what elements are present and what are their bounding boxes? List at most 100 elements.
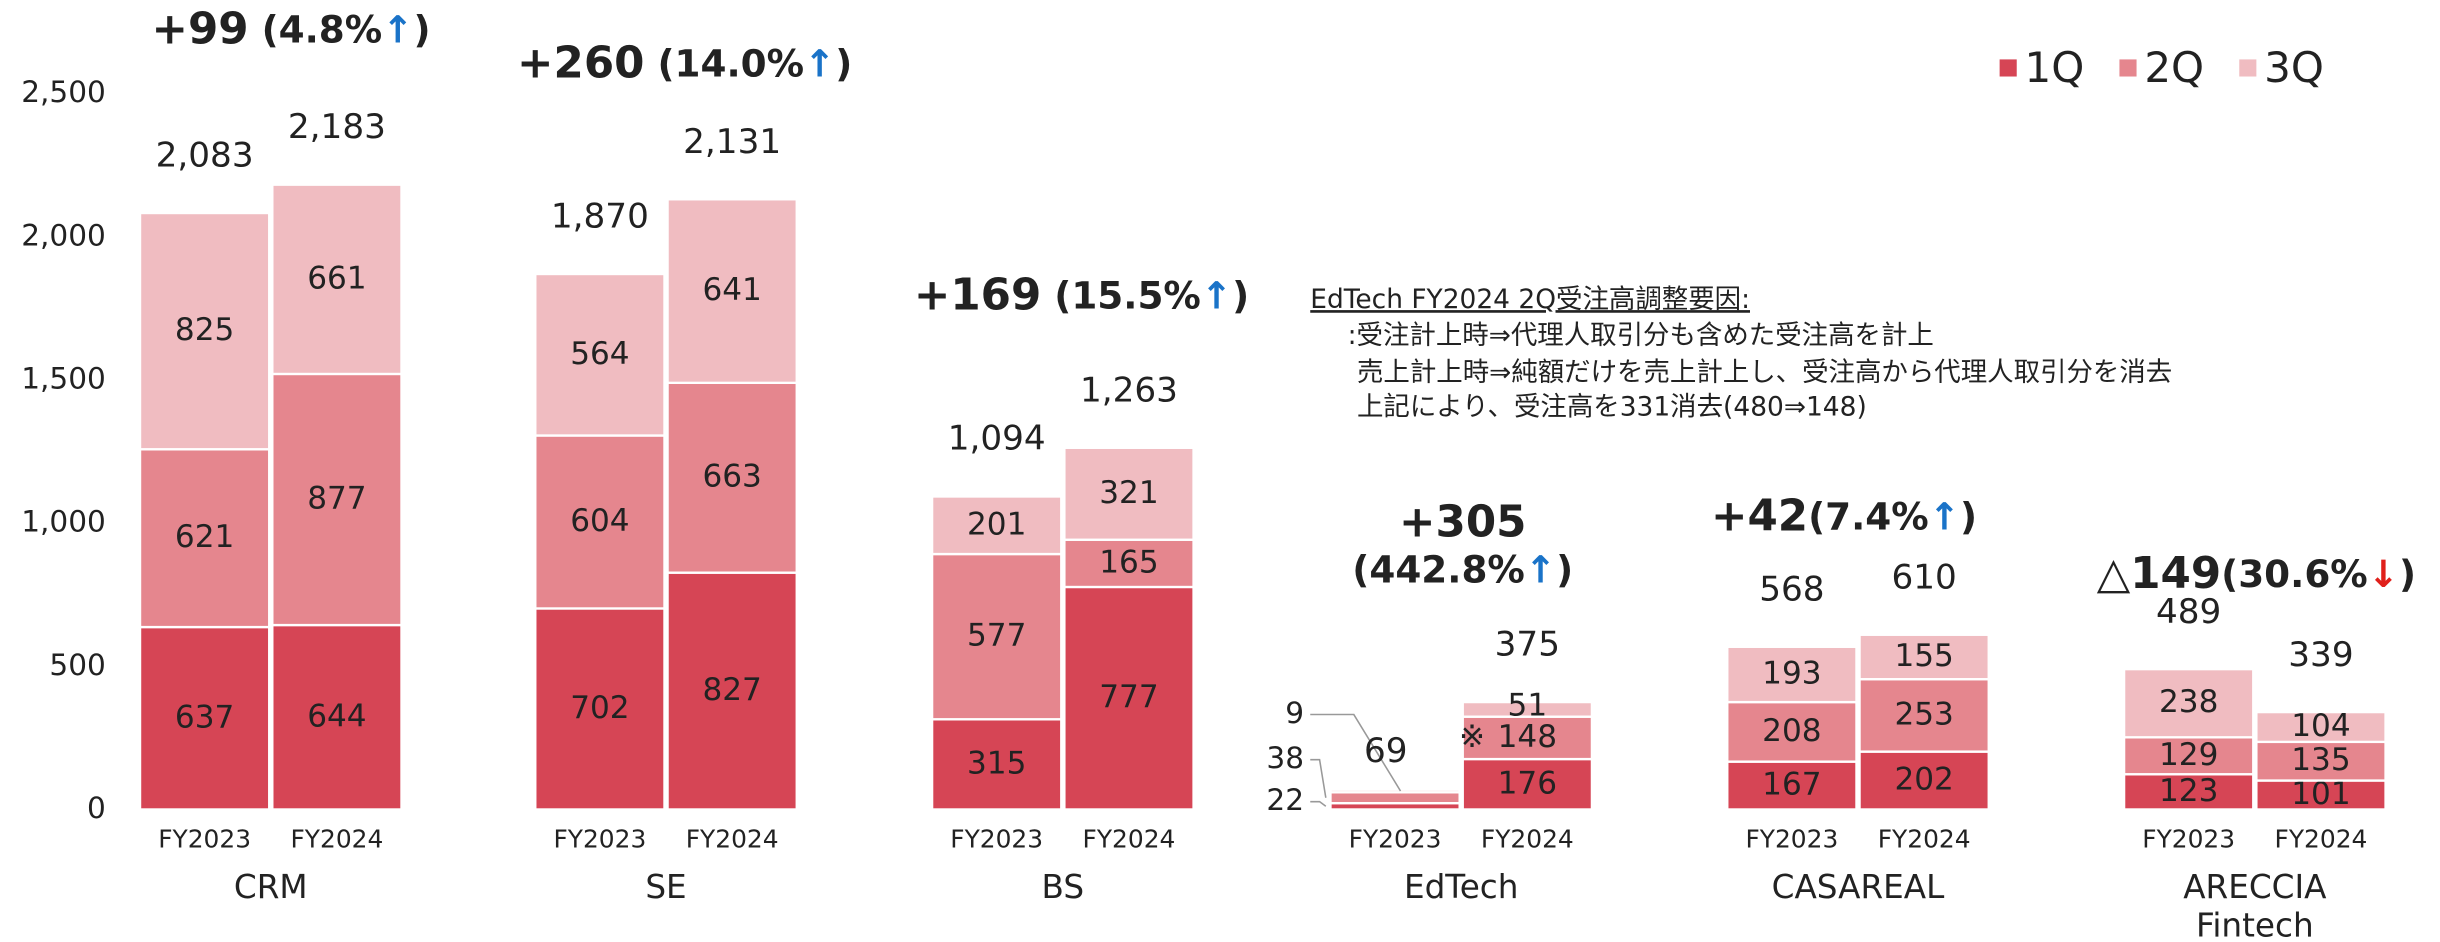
change-annotation: △149(30.6%↓) xyxy=(2097,549,2416,599)
bar-segment xyxy=(1726,700,1858,763)
bar-segment xyxy=(1858,633,1990,681)
y-tick-label: 2,500 xyxy=(21,75,106,109)
change-rate: (14.0% xyxy=(644,41,804,85)
segment-label: 777 xyxy=(1099,679,1158,715)
segment-label: 148 xyxy=(1498,719,1557,755)
y-tick-label: 2,000 xyxy=(21,218,106,252)
segment-label: 702 xyxy=(570,690,629,726)
x-tick-label: FY2024 xyxy=(290,825,383,854)
leader-line xyxy=(1310,800,1327,807)
total-label: 2,083 xyxy=(156,136,254,176)
total-label: 1,263 xyxy=(1080,370,1178,410)
segment-label: 321 xyxy=(1099,475,1158,511)
change-value: +305 xyxy=(1399,498,1526,548)
bar-segment xyxy=(1461,700,1594,718)
bar-segment xyxy=(1329,791,1461,805)
change-close: ) xyxy=(413,7,430,51)
group-label: CRM xyxy=(234,868,308,906)
segment-label: 51 xyxy=(1508,687,1548,723)
bar-segment xyxy=(271,183,403,376)
bar-segment xyxy=(1063,446,1195,541)
total-label: 1,870 xyxy=(551,197,649,237)
bar-segment xyxy=(534,272,666,437)
legend-swatch xyxy=(2119,59,2137,77)
bar-segment xyxy=(666,198,798,384)
segment-label: 877 xyxy=(307,481,366,517)
change-annotation: +305 xyxy=(1399,498,1526,548)
change-value: +42 xyxy=(1711,491,1808,541)
x-tick-label: FY2023 xyxy=(2142,825,2235,854)
group-label: CASAREAL xyxy=(1772,868,1945,906)
change-rate: (7.4% xyxy=(1808,494,1929,538)
segment-label: 637 xyxy=(175,699,234,735)
change-close: ) xyxy=(1232,273,1249,317)
change-arrow: ↑ xyxy=(1929,494,1960,538)
y-tick-label: 500 xyxy=(49,648,105,682)
change-annotation: +42(7.4%↑) xyxy=(1711,491,1977,541)
change-arrow: ↑ xyxy=(804,41,835,85)
segment-label: 577 xyxy=(967,618,1026,654)
total-label: 489 xyxy=(2156,592,2221,632)
change-annotation: +260 (14.0%↑) xyxy=(517,39,852,89)
segment-label: 193 xyxy=(1762,655,1821,691)
segment-label: 201 xyxy=(967,506,1026,542)
group-label: ARECCIA xyxy=(2183,868,2327,906)
segment-label: 9 xyxy=(1285,696,1304,730)
change-value: +169 xyxy=(914,270,1041,320)
change-close: ) xyxy=(1556,547,1573,591)
note-mark: ※ xyxy=(1459,719,1485,755)
legend-label: 3Q xyxy=(2264,43,2324,92)
bar-segment xyxy=(138,211,271,451)
segment-label: 827 xyxy=(702,672,761,708)
segment-label: 604 xyxy=(570,503,629,539)
y-tick-label: 1,000 xyxy=(21,505,106,539)
x-tick-label: FY2024 xyxy=(1481,825,1574,854)
x-tick-label: FY2023 xyxy=(158,825,251,854)
group-label: SE xyxy=(645,868,686,906)
total-label: 610 xyxy=(1891,557,1956,597)
segment-label: 663 xyxy=(702,459,761,495)
total-label: 2,131 xyxy=(683,122,781,162)
segment-label: 22 xyxy=(1266,783,1304,817)
bar-segment xyxy=(1329,788,1461,794)
change-rate: (442.8% xyxy=(1352,547,1525,591)
bar-segment xyxy=(138,625,271,811)
total-label: 69 xyxy=(1364,731,1408,771)
legend-label: 2Q xyxy=(2144,43,2204,92)
segment-label: 176 xyxy=(1498,765,1557,801)
change-annotation: +99 (4.8%↑) xyxy=(151,4,430,54)
segment-label: 101 xyxy=(2291,776,2350,812)
bar-segment xyxy=(1858,750,1990,811)
x-tick-label: FY2024 xyxy=(1083,825,1176,854)
bar-segment xyxy=(930,495,1063,556)
change-rate: (30.6% xyxy=(2221,552,2368,596)
segment-label: 104 xyxy=(2291,708,2350,744)
leader-line xyxy=(1310,713,1402,792)
change-annotation: (442.8%↑) xyxy=(1352,547,1573,591)
change-value: △149 xyxy=(2097,549,2221,599)
segment-label: 825 xyxy=(175,312,234,348)
segment-label: 135 xyxy=(2291,742,2350,778)
change-arrow: ↑ xyxy=(382,7,413,51)
segment-label: 641 xyxy=(702,272,761,308)
segment-label: 123 xyxy=(2159,773,2218,809)
x-tick-label: FY2024 xyxy=(1878,825,1971,854)
x-tick-label: FY2023 xyxy=(1745,825,1838,854)
bar-segment xyxy=(2122,773,2255,811)
bar-segment xyxy=(2255,740,2387,782)
x-tick-label: FY2024 xyxy=(2275,825,2368,854)
group-label: Fintech xyxy=(2196,907,2314,942)
bar-segment xyxy=(1726,760,1858,811)
total-label: 375 xyxy=(1495,625,1560,665)
x-tick-label: FY2024 xyxy=(686,825,779,854)
total-label: 2,183 xyxy=(288,107,386,147)
segment-label: 167 xyxy=(1762,767,1821,803)
bar-segment xyxy=(271,623,403,811)
bar-segment xyxy=(1063,538,1195,589)
change-rate: (15.5% xyxy=(1041,273,1201,317)
y-tick-label: 0 xyxy=(87,791,106,825)
change-close: ) xyxy=(835,41,852,85)
segment-label: 129 xyxy=(2159,737,2218,773)
segment-label: 644 xyxy=(307,698,366,734)
legend-swatch xyxy=(1999,59,2017,77)
